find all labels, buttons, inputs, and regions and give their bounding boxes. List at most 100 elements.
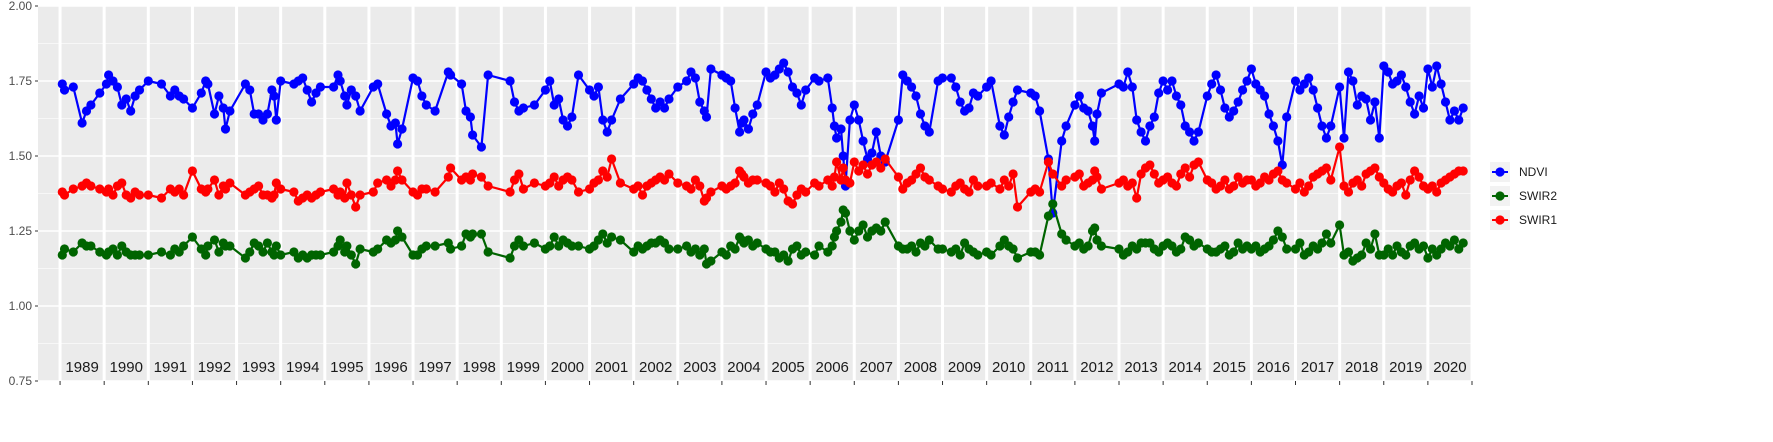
data-point-swir1 xyxy=(529,178,540,188)
data-point-ndvi xyxy=(915,109,926,119)
data-point-swir1 xyxy=(832,157,842,167)
data-point-ndvi xyxy=(1185,127,1195,137)
data-point-swir1 xyxy=(1185,172,1195,182)
data-point-ndvi xyxy=(573,70,584,80)
data-point-ndvi xyxy=(1282,112,1292,122)
data-point-ndvi xyxy=(593,82,604,92)
data-point-swir2 xyxy=(814,241,824,251)
data-point-swir2 xyxy=(801,247,811,257)
year-label: 1989 xyxy=(65,359,98,376)
data-point-ndvi xyxy=(1246,64,1256,74)
data-point-swir2 xyxy=(269,250,279,260)
data-point-ndvi xyxy=(390,118,400,128)
data-point-ndvi xyxy=(1090,136,1100,146)
data-point-ndvi xyxy=(329,82,339,92)
data-point-ndvi xyxy=(1167,76,1177,86)
data-point-swir2 xyxy=(845,226,855,236)
data-point-ndvi xyxy=(1432,61,1442,71)
data-point-swir1 xyxy=(1180,163,1190,173)
data-point-ndvi xyxy=(783,67,793,77)
data-point-swir1 xyxy=(1343,187,1354,197)
data-point-swir2 xyxy=(68,247,78,257)
data-point-ndvi xyxy=(827,103,837,113)
data-point-ndvi xyxy=(355,106,365,116)
data-point-ndvi xyxy=(203,79,213,89)
data-point-swir2 xyxy=(924,235,934,245)
year-label: 1997 xyxy=(418,359,451,376)
data-point-ndvi xyxy=(964,103,974,113)
data-point-swir1 xyxy=(1043,157,1053,167)
data-point-swir1 xyxy=(838,163,848,173)
year-label: 1992 xyxy=(198,359,231,376)
legend-label-ndvi: NDVI xyxy=(1519,165,1548,179)
data-point-swir2 xyxy=(937,244,948,254)
data-point-ndvi xyxy=(1136,127,1146,137)
data-point-ndvi xyxy=(1132,115,1142,125)
data-point-swir2 xyxy=(258,247,268,257)
data-point-swir2 xyxy=(1043,211,1053,221)
data-point-ndvi xyxy=(540,85,551,95)
data-point-swir2 xyxy=(1458,238,1468,248)
data-point-ndvi xyxy=(995,121,1005,131)
data-point-swir1 xyxy=(1096,184,1106,194)
data-point-ndvi xyxy=(1405,97,1415,107)
data-point-swir2 xyxy=(518,241,529,251)
data-point-swir2 xyxy=(673,244,683,254)
data-point-ndvi xyxy=(1445,115,1455,125)
data-point-ndvi xyxy=(838,151,848,161)
data-point-swir2 xyxy=(615,235,626,245)
data-point-swir1 xyxy=(390,175,400,185)
series-swir1 xyxy=(57,142,1468,212)
data-point-ndvi xyxy=(637,76,648,86)
data-point-swir2 xyxy=(1418,241,1429,251)
data-point-ndvi xyxy=(1242,76,1252,86)
data-point-ndvi xyxy=(276,76,286,86)
data-point-ndvi xyxy=(1158,76,1168,86)
data-point-swir1 xyxy=(801,187,811,197)
data-point-swir2 xyxy=(598,229,608,239)
data-point-swir1 xyxy=(730,178,740,188)
data-point-ndvi xyxy=(196,88,206,98)
y-tick-label: 1.00 xyxy=(9,299,33,313)
legend: NDVI SWIR2 SWIR1 xyxy=(1486,160,1562,234)
data-point-ndvi xyxy=(1361,94,1371,104)
data-point-ndvi xyxy=(986,76,996,86)
data-point-ndvi xyxy=(77,118,87,128)
year-label: 2003 xyxy=(683,359,716,376)
data-point-swir2 xyxy=(346,250,356,260)
data-point-swir1 xyxy=(1004,181,1014,191)
data-point-swir1 xyxy=(117,178,127,188)
data-point-ndvi xyxy=(1348,76,1358,86)
data-point-ndvi xyxy=(682,76,692,86)
data-point-ndvi xyxy=(307,97,317,107)
data-point-swir2 xyxy=(699,244,709,254)
data-point-swir1 xyxy=(1326,175,1336,185)
data-point-swir2 xyxy=(1365,244,1376,254)
data-point-ndvi xyxy=(209,109,220,119)
data-point-ndvi xyxy=(690,73,701,83)
year-label: 2019 xyxy=(1389,359,1422,376)
data-point-ndvi xyxy=(1260,91,1270,101)
data-point-ndvi xyxy=(664,94,674,104)
data-point-swir1 xyxy=(593,175,604,185)
data-point-ndvi xyxy=(1427,82,1437,92)
data-point-swir2 xyxy=(1193,238,1203,248)
data-point-ndvi xyxy=(1087,121,1098,131)
data-point-swir1 xyxy=(209,175,220,185)
data-point-swir2 xyxy=(468,229,478,239)
data-point-swir2 xyxy=(245,247,255,257)
data-point-swir1 xyxy=(924,175,934,185)
data-point-swir1 xyxy=(664,169,674,179)
data-point-ndvi xyxy=(397,124,407,134)
data-point-ndvi xyxy=(823,73,833,83)
data-point-ndvi xyxy=(1074,91,1084,101)
data-point-swir2 xyxy=(840,208,851,218)
data-point-swir1 xyxy=(214,190,224,200)
data-point-ndvi xyxy=(871,127,881,137)
data-point-ndvi xyxy=(179,94,189,104)
data-point-ndvi xyxy=(421,100,431,110)
data-point-ndvi xyxy=(417,91,427,101)
data-point-swir1 xyxy=(876,163,886,173)
data-point-ndvi xyxy=(1290,76,1301,86)
